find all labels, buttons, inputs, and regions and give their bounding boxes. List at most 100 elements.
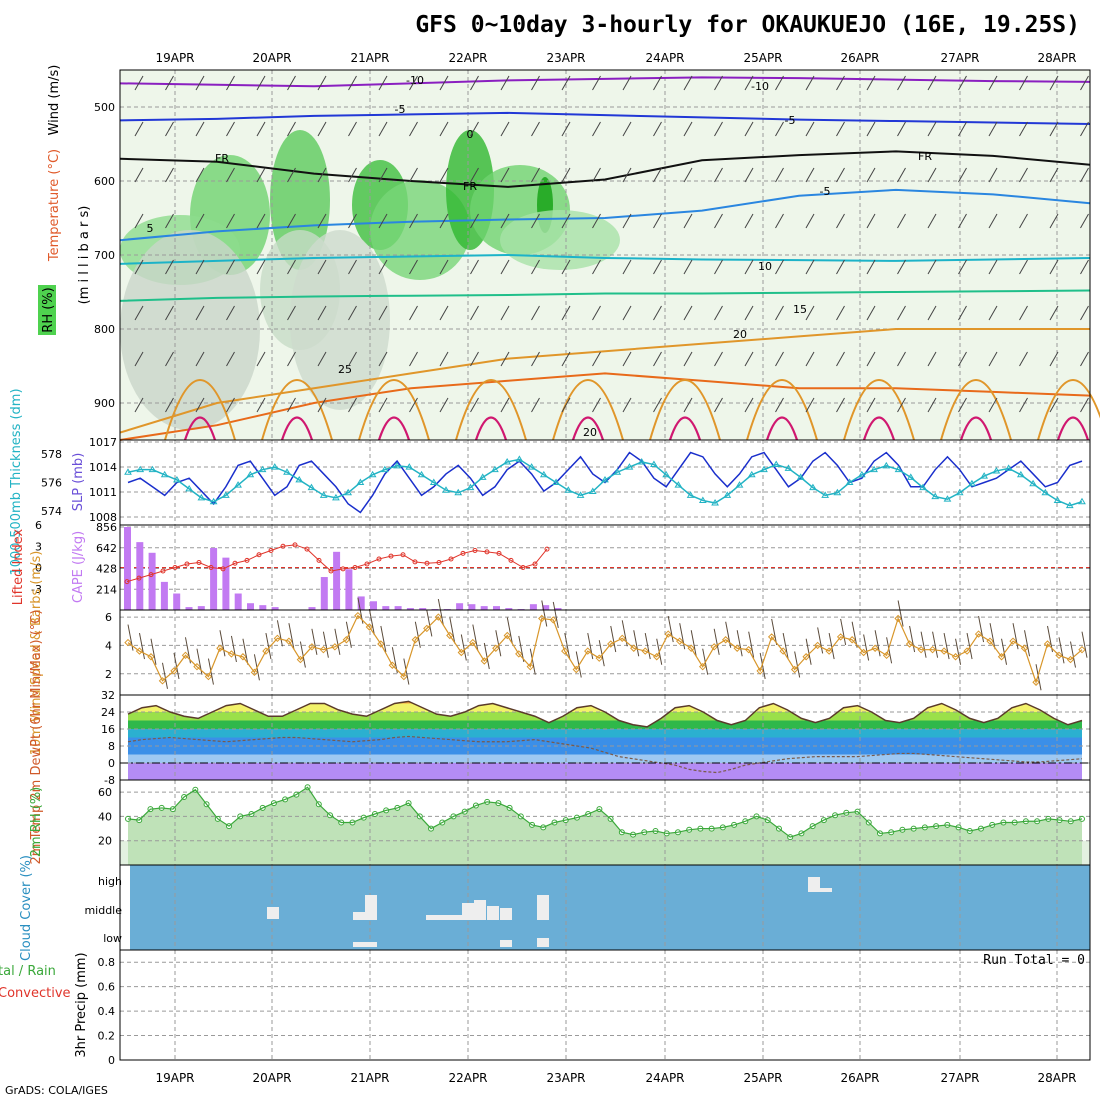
- contour-label: FR: [463, 180, 477, 193]
- wind-barb: [775, 75, 784, 91]
- y-tick-precip: 0: [108, 1054, 115, 1067]
- wind-barb-10m: [219, 630, 226, 657]
- wind-barb: [805, 259, 815, 275]
- wind-point: [492, 644, 500, 652]
- temp-contour-lobe: [940, 379, 1012, 441]
- wind-barb-10m: [667, 615, 674, 643]
- cape-bar: [456, 603, 464, 610]
- wind-barb-10m: [633, 630, 640, 657]
- wind-barb: [317, 259, 327, 275]
- wind-point: [170, 667, 178, 675]
- temp-contour-lobe-hot: [765, 416, 799, 441]
- wind-barb: [622, 259, 632, 275]
- wind-point: [1043, 640, 1052, 648]
- wind-barb: [1049, 351, 1059, 367]
- thickness-point: [270, 463, 279, 470]
- temp-band: [128, 720, 1082, 729]
- y-tick-temp: 16: [101, 723, 115, 736]
- credit-label: GrADS: COLA/IGES: [5, 1084, 108, 1097]
- wind-barb: [1080, 351, 1089, 367]
- wind-barb: [836, 351, 845, 367]
- wind-point: [1078, 645, 1086, 654]
- precip-frame: [119, 949, 1091, 1061]
- y-tick-li: 0: [35, 562, 42, 575]
- date-label-bottom: 21APR: [350, 1071, 389, 1085]
- wind-barb: [226, 351, 235, 367]
- wind-barb-10m: [736, 630, 743, 657]
- wind-barb-10m: [897, 600, 904, 627]
- ylabel-rh2m: 2m RH (%): [29, 787, 44, 858]
- wind-barb-10m: [460, 634, 467, 661]
- y-tick-cloud: low: [103, 932, 122, 945]
- wind-barb: [378, 397, 388, 413]
- wind-point: [480, 657, 489, 665]
- y-tick-rh: 40: [98, 810, 112, 823]
- wind-barb-10m: [334, 628, 341, 655]
- rh-shading: [120, 230, 260, 430]
- li-point: [532, 561, 538, 567]
- wind-barb: [775, 121, 784, 137]
- temp-contour-10: [119, 253, 1091, 265]
- wind-barb: [958, 213, 967, 229]
- temp-band: [128, 701, 1082, 704]
- wind-barb: [165, 397, 174, 413]
- wind-barb: [1019, 351, 1028, 367]
- cape-bar: [333, 551, 341, 610]
- wind-point: [377, 640, 385, 648]
- y-tick-pressure: 600: [94, 175, 115, 188]
- wind-barb: [836, 121, 845, 137]
- y-tick-cloud: middle: [84, 904, 122, 917]
- wind-barb: [805, 351, 815, 367]
- wind-barb-10m: [161, 662, 168, 689]
- wind-barb: [683, 75, 693, 91]
- wind-barb: [348, 351, 357, 367]
- wind-barb: [470, 213, 479, 229]
- cloud-bar: [353, 942, 377, 947]
- ylabel-wind: Wind (m/s): [47, 65, 62, 136]
- wind-barb: [866, 397, 876, 413]
- wind-barb: [744, 75, 754, 91]
- wind-barb: [897, 305, 906, 321]
- cape-bar: [124, 527, 131, 610]
- wind-barb: [805, 121, 815, 137]
- wind-barb-10m: [713, 628, 720, 655]
- wind-barb-10m: [1070, 641, 1076, 668]
- contour-label: FR: [918, 150, 932, 163]
- wind-barb-10m: [794, 651, 801, 678]
- wind-barb: [348, 397, 357, 413]
- wind-barb: [897, 167, 906, 183]
- cape-bar: [406, 608, 414, 610]
- wind-barb: [1080, 167, 1089, 183]
- contour-label: -5: [395, 103, 406, 116]
- wind-barb: [714, 121, 723, 137]
- cape-bar: [357, 596, 365, 610]
- temp-contour-lobe: [746, 379, 818, 441]
- cape-bar: [173, 593, 181, 610]
- wind-barb: [836, 397, 845, 413]
- ylabel-cape: CAPE (J/kg): [71, 531, 86, 603]
- wind-barb: [683, 305, 693, 321]
- wind-barb: [531, 305, 540, 321]
- date-label-bottom: 19APR: [155, 1071, 194, 1085]
- wind-barb: [531, 213, 540, 229]
- wind-point: [365, 623, 374, 631]
- wind-barb: [348, 259, 357, 275]
- wind-barb: [256, 305, 266, 321]
- cape-bar: [185, 607, 193, 610]
- y-tick-cape: 214: [96, 583, 117, 596]
- wind-barb: [653, 259, 662, 275]
- wind-barb: [958, 259, 967, 275]
- wind-barb: [927, 167, 937, 183]
- wind-point: [216, 644, 224, 652]
- wind-point: [273, 634, 282, 643]
- date-label-top: 24APR: [645, 51, 684, 65]
- wind-barb-10m: [989, 623, 996, 650]
- wind-point: [561, 647, 569, 655]
- wind-barb: [470, 121, 479, 137]
- temp-contour-lobe-hot: [862, 416, 896, 441]
- wind-barb: [836, 213, 845, 229]
- wind-barb: [927, 351, 937, 367]
- date-label-top: 25APR: [743, 51, 782, 65]
- wind-barb-10m: [495, 630, 502, 657]
- wind-barb: [165, 305, 174, 321]
